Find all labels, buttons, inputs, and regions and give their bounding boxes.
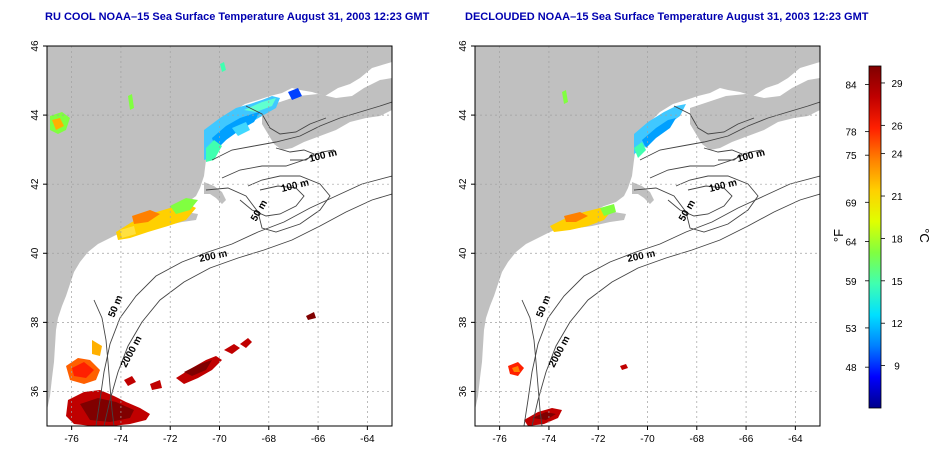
y-tick-label: 44 bbox=[30, 109, 41, 121]
land-cape-cod bbox=[204, 182, 226, 204]
delaware-bay bbox=[90, 276, 104, 306]
x-tick-label: -76 bbox=[492, 434, 507, 445]
y-tick-label: 46 bbox=[458, 40, 469, 52]
y-tick-label: 42 bbox=[458, 178, 469, 190]
colorbar-c-tick: 12 bbox=[891, 319, 903, 330]
colorbar-f-tick: 84 bbox=[845, 81, 857, 92]
colorbar-f-tick: 78 bbox=[845, 128, 857, 139]
axes-panel-1: -76 -74 -72 -70 -68 -66 -64 36 38 40 42 44 46 bbox=[30, 40, 375, 445]
y-tick-label: 42 bbox=[30, 178, 41, 190]
bathymetry-contours bbox=[93, 101, 392, 426]
y-tick-label: 36 bbox=[30, 385, 41, 397]
x-tick-label: -66 bbox=[739, 434, 754, 445]
x-tick-label: -68 bbox=[262, 434, 277, 445]
colorbar-c-tick: 18 bbox=[891, 234, 903, 245]
x-tick-label: -64 bbox=[360, 434, 375, 445]
colorbar-f-tick: 64 bbox=[845, 238, 857, 249]
sst-gulf-of-maine bbox=[562, 90, 686, 158]
y-tick-label: 36 bbox=[458, 385, 469, 397]
colorbar-f-tick: 69 bbox=[845, 198, 857, 209]
x-tick-label: -76 bbox=[64, 434, 79, 445]
colorbar-f-tick: 75 bbox=[845, 151, 857, 162]
sst-lake-patches bbox=[50, 62, 226, 134]
x-tick-label: -74 bbox=[542, 434, 557, 445]
panel-1-title: RU COOL NOAA–15 Sea Surface Temperature … bbox=[45, 11, 430, 23]
axes-panel-2: -76 -74 -72 -70 -68 -66 -64 36 38 40 42 44 46 bbox=[458, 40, 803, 445]
colorbar-c-tick: 21 bbox=[891, 192, 903, 203]
colorbar-c-tick: 9 bbox=[894, 362, 900, 373]
x-tick-label: -74 bbox=[114, 434, 129, 445]
sst-shelf-patch bbox=[116, 198, 198, 240]
colorbar-f-tick: 48 bbox=[845, 363, 857, 374]
x-tick-label: -68 bbox=[690, 434, 705, 445]
map-panel-2: 100 m 100 m 50 m 200 m 50 m 2000 m -76 -7… bbox=[458, 40, 821, 445]
y-tick-label: 44 bbox=[458, 109, 469, 121]
y-tick-label: 40 bbox=[458, 247, 469, 259]
x-tick-label: -70 bbox=[640, 434, 655, 445]
grid-panel-2 bbox=[475, 46, 820, 426]
sst-gulf-of-maine bbox=[204, 88, 302, 162]
colorbar-ticks: 84 78 75 69 64 59 53 48 29 26 24 21 18 15 12 9 bbox=[845, 79, 903, 374]
colorbar-c-tick: 26 bbox=[891, 121, 903, 132]
sst-shelf-patch bbox=[550, 204, 616, 232]
chesapeake-bay bbox=[504, 300, 524, 400]
x-tick-label: -70 bbox=[212, 434, 227, 445]
land-mainland bbox=[475, 46, 820, 410]
y-tick-label: 38 bbox=[30, 316, 41, 328]
x-tick-label: -72 bbox=[163, 434, 178, 445]
y-tick-label: 38 bbox=[458, 316, 469, 328]
panel-2-title: DECLOUDED NOAA–15 Sea Surface Temperatur… bbox=[465, 11, 869, 23]
x-tick-label: -64 bbox=[788, 434, 803, 445]
y-tick-label: 46 bbox=[30, 40, 41, 52]
x-tick-label: -66 bbox=[311, 434, 326, 445]
y-tick-label: 40 bbox=[30, 247, 41, 259]
delaware-bay bbox=[518, 276, 532, 306]
colorbar-c-tick: 24 bbox=[891, 150, 903, 161]
colorbar-unit-fahrenheit: °F bbox=[831, 228, 847, 243]
colorbar-f-tick: 59 bbox=[845, 277, 857, 288]
land-cape-cod bbox=[632, 182, 654, 204]
bathymetry-contours bbox=[521, 101, 820, 426]
colorbar-f-tick: 53 bbox=[845, 324, 857, 335]
land-mainland bbox=[47, 46, 392, 410]
colorbar-c-tick: 29 bbox=[891, 79, 903, 90]
colorbar-scale bbox=[868, 65, 882, 409]
x-tick-label: -72 bbox=[591, 434, 606, 445]
colorbar-c-tick: 15 bbox=[891, 277, 903, 288]
colorbar-unit-celsius: °C bbox=[916, 228, 932, 243]
grid-panel-1 bbox=[47, 46, 392, 426]
map-panel-1: 100 m 100 m 50 m 200 m 50 m 2000 m -76 -7… bbox=[30, 40, 393, 445]
